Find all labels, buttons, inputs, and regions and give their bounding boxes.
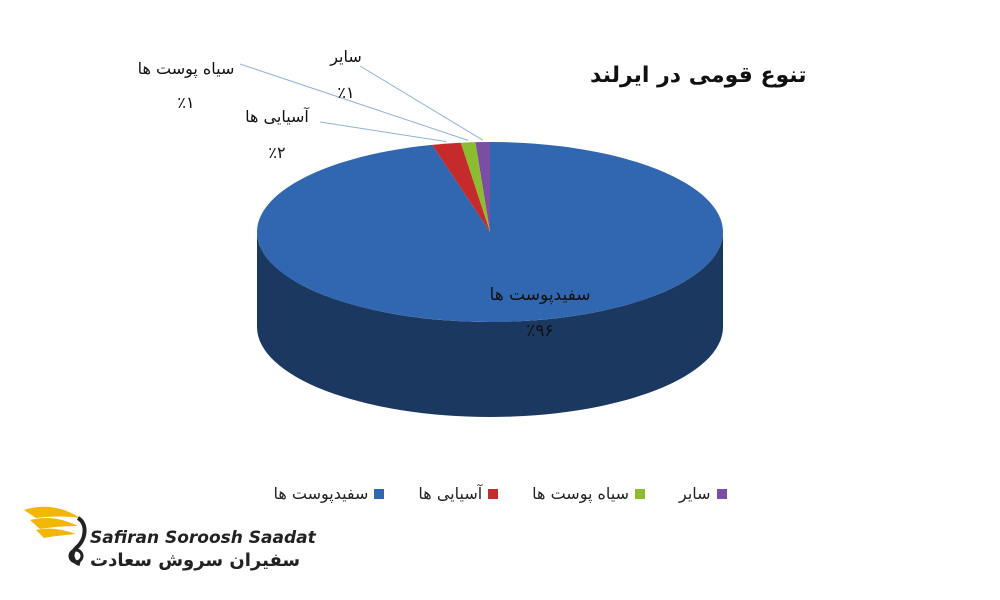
legend-swatch-black <box>634 488 645 499</box>
slice-value-asian: ٪۲ <box>268 143 285 162</box>
slice-label-other: سایر <box>329 47 362 67</box>
slice-label-white: سفیدپوست ها <box>490 285 591 305</box>
pie-slice-white <box>256 142 723 322</box>
pie-side-wall <box>257 232 723 417</box>
legend-item-black: سیاه پوست ها <box>532 484 645 503</box>
slice-label-asian: آسیایی ها <box>245 107 310 126</box>
leader-line-other <box>359 65 483 141</box>
legend-label-black: سیاه پوست ها <box>532 484 629 503</box>
leader-line-asian <box>319 121 447 143</box>
leader-lines <box>239 63 483 143</box>
legend-swatch-asian <box>488 488 499 499</box>
slice-label-black: سیاه پوست ها <box>138 59 235 79</box>
swan-wing-logo-icon <box>24 506 87 566</box>
logo-text-fa: سفیران سروش سعادت <box>90 550 301 571</box>
slice-value-white: ٪۹۶ <box>526 321 553 341</box>
legend-label-white: سفیدپوست ها <box>273 484 369 503</box>
legend-item-asian: آسیایی ها <box>418 484 499 503</box>
logo-text-en: Safiran Soroosh Saadat <box>90 528 316 548</box>
leader-line-black <box>239 63 469 141</box>
company-logo: Safiran Soroosh Saadat سفیران سروش سعادت <box>22 496 316 586</box>
legend: سفیدپوست ها آسیایی ها سیاه پوست ها سایر <box>250 484 750 503</box>
chart-title: تنوع قومی در ایرلند <box>590 63 807 88</box>
legend-swatch-other <box>716 488 727 499</box>
legend-item-white: سفیدپوست ها <box>273 484 385 503</box>
legend-label-asian: آسیایی ها <box>418 484 483 503</box>
legend-item-other: سایر <box>679 484 727 503</box>
pie-slice-black <box>460 142 490 232</box>
legend-swatch-white <box>374 488 385 499</box>
pie-slices <box>256 142 723 417</box>
slice-value-other: ٪۱ <box>337 83 354 102</box>
slice-labels: سفیدپوست ها ٪۹۶ آسیایی ها ٪۲ سیاه پوست ها ٪۱ س… <box>138 47 591 341</box>
pie-slice-asian <box>432 142 490 232</box>
legend-label-other: سایر <box>678 484 711 503</box>
pie-slice-other <box>475 142 490 232</box>
slice-value-black: ٪۱ <box>177 93 194 112</box>
